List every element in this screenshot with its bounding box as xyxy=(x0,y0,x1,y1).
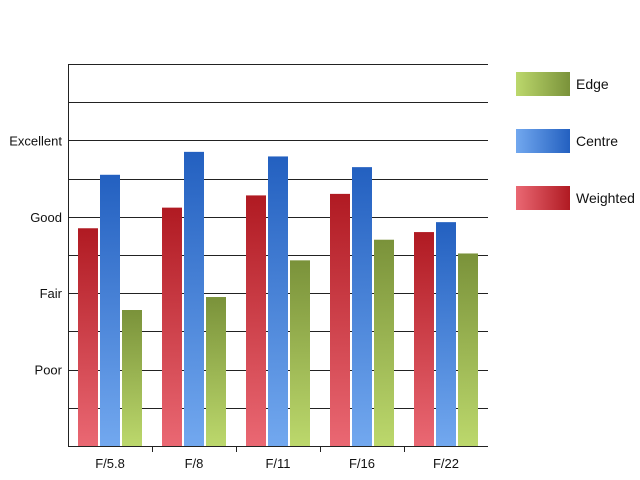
bar-centre-f-22 xyxy=(436,222,456,446)
legend-label-edge: Edge xyxy=(576,76,609,92)
x-tick-label-f-16: F/16 xyxy=(349,456,375,471)
y-tick-label-poor: Poor xyxy=(35,363,63,378)
bar-edge-f-22 xyxy=(458,253,478,446)
legend-label-centre: Centre xyxy=(576,133,618,149)
bar-edge-f-16 xyxy=(374,239,394,446)
legend-swatch-edge xyxy=(516,72,570,96)
bar-edge-f-8 xyxy=(206,297,226,446)
bar-weighted-f-16 xyxy=(330,193,350,446)
x-tick-labels: F/5.8 F/8 F/11 F/16 F/22 xyxy=(95,456,459,471)
bar-weighted-f-5-8 xyxy=(78,228,98,446)
bar-weighted-f-22 xyxy=(414,232,434,446)
bar-centre-f-5-8 xyxy=(100,174,120,446)
x-tick-label-f-11: F/11 xyxy=(265,456,290,471)
bar-centre-f-11 xyxy=(268,156,288,446)
legend-label-weighted: Weighted xyxy=(576,190,635,206)
y-tick-label-fair: Fair xyxy=(40,286,63,301)
bar-edge-f-5-8 xyxy=(122,310,142,446)
bar-centre-f-8 xyxy=(184,151,204,447)
bar-weighted-f-8 xyxy=(162,207,182,446)
bar-centre-f-16 xyxy=(352,167,372,446)
x-tick-label-f-8: F/8 xyxy=(185,456,204,471)
y-tick-labels: Poor Fair Good Excellent xyxy=(9,133,62,377)
axes xyxy=(68,64,488,452)
bar-weighted-f-11 xyxy=(246,195,266,446)
bars xyxy=(78,151,478,447)
x-tick-label-f-22: F/22 xyxy=(433,456,459,471)
y-tick-label-good: Good xyxy=(30,210,62,225)
y-tick-label-excellent: Excellent xyxy=(9,133,62,148)
legend-swatch-weighted xyxy=(516,186,570,210)
legend-swatch-centre xyxy=(516,129,570,153)
x-tick-label-f-5-8: F/5.8 xyxy=(95,456,125,471)
legend: Edge Centre Weighted xyxy=(516,72,635,210)
bar-edge-f-11 xyxy=(290,260,310,446)
